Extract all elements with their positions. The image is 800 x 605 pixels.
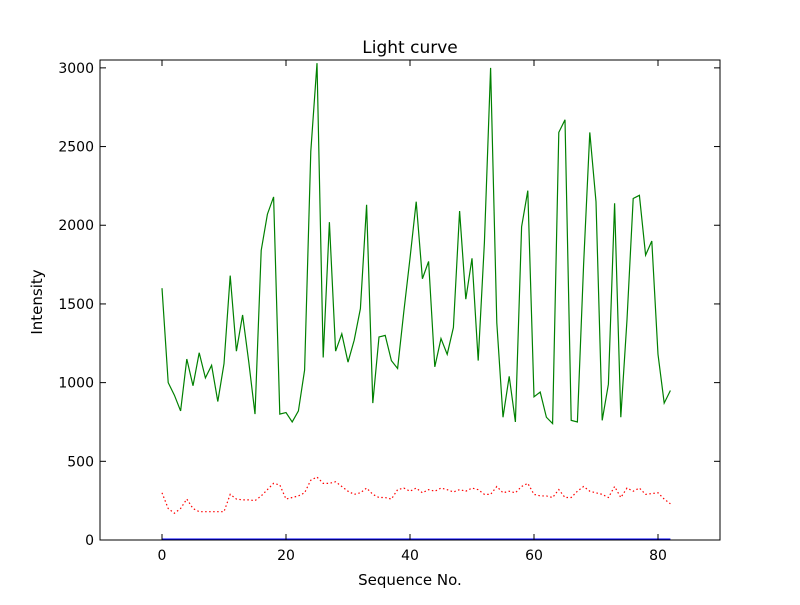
- x-tick-label: 60: [525, 548, 543, 564]
- y-tick-label: 1000: [58, 376, 94, 392]
- y-tick-label: 500: [67, 454, 94, 470]
- y-tick-label: 2000: [58, 218, 94, 234]
- chart-title: Light curve: [362, 38, 457, 58]
- y-axis-label: Intensity: [28, 269, 46, 334]
- x-tick-label: 0: [158, 548, 167, 564]
- x-tick-label: 20: [277, 548, 295, 564]
- series-line-1: [161, 63, 671, 425]
- y-tick-label: 0: [85, 533, 94, 549]
- x-tick-label: 40: [401, 548, 419, 564]
- x-axis-label: Sequence No.: [358, 571, 462, 589]
- y-tick-label: 3000: [58, 61, 94, 77]
- x-tick-label: 80: [649, 548, 667, 564]
- y-tick-label: 1500: [58, 297, 94, 313]
- plot-area: 0 20 40 60 80 0 500 1000 1500 2000 2500 3000: [58, 59, 721, 564]
- y-tick-label: 2500: [58, 140, 94, 156]
